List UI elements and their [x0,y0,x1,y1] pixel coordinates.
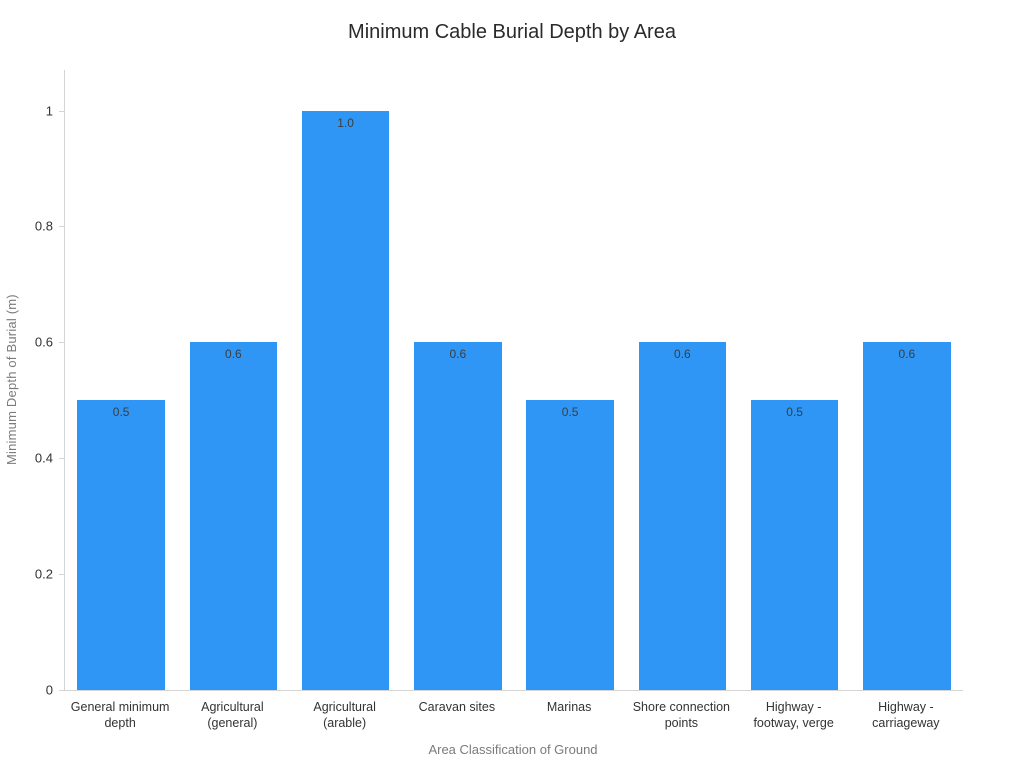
y-tick-mark [59,342,65,344]
y-tick-label: 0 [45,682,53,698]
bar: 0.5 [526,400,614,690]
bar: 0.6 [863,342,951,690]
x-tick-label: General minimum depth [70,700,170,731]
y-tick-label: 0.2 [34,566,53,582]
bar-slot: 0.5 [65,70,177,690]
y-tick-label: 0.4 [34,450,53,466]
bar-slot: 1.0 [290,70,402,690]
y-tick-mark [59,690,65,691]
bar-slot: 0.5 [739,70,851,690]
y-tick-label: 0.8 [34,218,53,234]
bar-value-label: 0.5 [112,405,130,420]
x-tick-label: Agricultural (arable) [313,700,376,731]
bar-slot: 0.5 [514,70,626,690]
bar: 0.5 [750,400,839,690]
bar-slot: 0.6 [177,70,289,690]
bar-slot: 0.6 [626,70,738,690]
y-tick-label: 0.6 [34,334,53,350]
bar: 0.6 [414,342,502,690]
x-axis-labels: General minimum depth Agricultural (gener… [64,699,962,732]
y-tick-mark [59,226,65,228]
chart-title: Minimum Cable Burial Depth by Area [348,21,676,43]
bars-container: 0.5 0.6 1.0 0.6 0.5 0.6 0.5 0.6 [65,70,963,690]
bar-slot: 0.6 [851,70,963,690]
x-tick-label: Highway - footway, verge [753,700,834,731]
bar-slot: 0.6 [402,70,514,690]
bar: 0.6 [189,342,278,690]
x-tick-label: Agricultural (general) [201,700,264,731]
x-tick-label: Caravan sites [418,700,496,714]
plot-area: 0 0.2 0.4 0.6 0.8 1 0.5 0.6 1.0 0.6 0.5 0.6 0.5 0.6 [35,70,963,698]
x-tick-label: Marinas [546,700,592,714]
y-tick-label: 1 [45,103,53,119]
bar-value-label: 0.6 [898,347,916,362]
x-axis-title: Area Classification of Ground [428,742,598,757]
y-tick-mark [59,110,65,112]
bar-value-label: 0.5 [786,405,803,420]
bar-value-label: 0.6 [225,347,242,362]
y-axis-title: Minimum Depth of Burial (m) [4,294,19,466]
y-tick-mark [59,574,65,576]
x-tick-label: Shore connection points [632,700,731,731]
bar-value-label: 0.6 [449,347,467,362]
bar: 0.5 [77,400,165,690]
bar-value-label: 1.0 [337,115,354,130]
x-tick-label: Highway - carriageway [872,700,940,731]
bar: 1.0 [301,110,390,690]
bar-value-label: 0.5 [561,405,579,420]
bar: 0.6 [638,342,727,690]
bar-value-label: 0.6 [674,347,691,362]
y-tick-mark [59,458,65,460]
